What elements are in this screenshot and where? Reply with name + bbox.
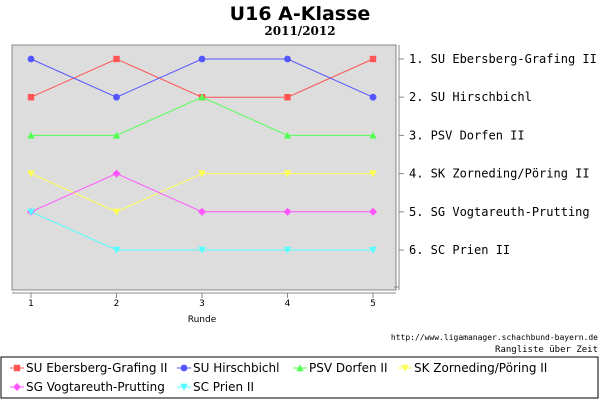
data-point: [369, 207, 377, 216]
legend-item: SK Zorneding/Pöring II: [398, 361, 547, 375]
data-point: [27, 170, 35, 178]
data-point: [283, 207, 292, 216]
data-point: [283, 170, 292, 178]
final-rank-label: 6. SC Prien II: [409, 243, 510, 257]
data-point: [112, 208, 121, 216]
final-rank-label: 1. SU Ebersberg-Grafing II: [409, 52, 597, 66]
legend: SU Ebersberg-Grafing II SU Hirschbichl PSV…: [10, 361, 547, 394]
legend-label: SU Ebersberg-Grafing II: [26, 361, 167, 375]
legend-label: SG Vogtareuth-Prutting: [26, 380, 165, 394]
chart-caption: Rangliste über Zeit: [495, 345, 598, 355]
data-point: [284, 55, 291, 63]
series-2: [27, 55, 377, 101]
legend-marker: [13, 383, 21, 391]
data-point: [283, 246, 292, 254]
data-point: [369, 131, 377, 139]
final-rank-label: 4. SK Zorneding/Pöring II: [409, 167, 590, 181]
legend-item: PSV Dorfen II: [293, 361, 388, 375]
data-point: [198, 207, 206, 216]
legend-marker: [401, 364, 409, 372]
data-point: [369, 55, 377, 63]
data-point: [113, 55, 120, 63]
data-point: [198, 246, 206, 254]
x-tick-label: 4: [285, 299, 291, 309]
legend-marker: [13, 364, 21, 372]
data-point: [283, 131, 292, 139]
data-point: [369, 170, 377, 178]
series-layer: [27, 55, 377, 254]
legend-item: SC Prien II: [177, 380, 254, 394]
x-tick-label: 1: [28, 299, 34, 309]
legend-label: SU Hirschbichl: [193, 361, 279, 375]
legend-marker: [180, 364, 188, 372]
final-rank-label: 3. PSV Dorfen II: [409, 128, 525, 142]
series-6: [27, 208, 377, 254]
legend-label: SK Zorneding/Pöring II: [414, 361, 547, 375]
series-4: [27, 170, 377, 216]
data-point: [198, 170, 206, 178]
data-point: [112, 246, 121, 254]
x-tick-label: 2: [114, 299, 120, 309]
chart-title: U16 A-Klasse: [230, 3, 371, 25]
data-point: [27, 94, 35, 101]
legend-item: SU Hirschbichl: [177, 361, 279, 375]
legend-marker: [180, 383, 188, 391]
data-point: [284, 94, 291, 101]
data-point: [27, 55, 35, 63]
x-tick-label: 5: [370, 299, 376, 309]
legend-label: PSV Dorfen II: [309, 361, 388, 375]
x-axis: 1 2 3 4 5: [12, 292, 396, 309]
legend-label: SC Prien II: [193, 380, 254, 394]
series-5: [27, 169, 377, 216]
source-url: http://www.ligamanager.schachbund-bayern…: [391, 333, 598, 342]
data-point: [369, 246, 377, 254]
x-axis-label: Runde: [188, 315, 217, 325]
data-point: [112, 169, 121, 178]
data-point: [27, 208, 35, 216]
chart-subtitle: 2011/2012: [264, 24, 335, 38]
legend-item: SU Ebersberg-Grafing II: [10, 361, 167, 375]
final-ranking-labels: 1. SU Ebersberg-Grafing II 2. SU Hirschbi…: [409, 52, 597, 257]
data-point: [369, 93, 377, 101]
series-3: [27, 93, 377, 139]
legend-box: [0, 356, 599, 399]
data-point: [113, 93, 120, 101]
data-point: [27, 131, 35, 139]
legend-marker: [296, 364, 304, 372]
x-tick-label: 3: [199, 299, 205, 309]
legend-item: SG Vogtareuth-Prutting: [10, 380, 165, 394]
data-point: [198, 93, 206, 101]
final-rank-label: 2. SU Hirschbichl: [409, 90, 532, 104]
data-point: [112, 131, 121, 139]
final-rank-label: 5. SG Vogtareuth-Prutting: [409, 205, 590, 219]
right-axis: [394, 45, 404, 290]
data-point: [198, 55, 206, 63]
